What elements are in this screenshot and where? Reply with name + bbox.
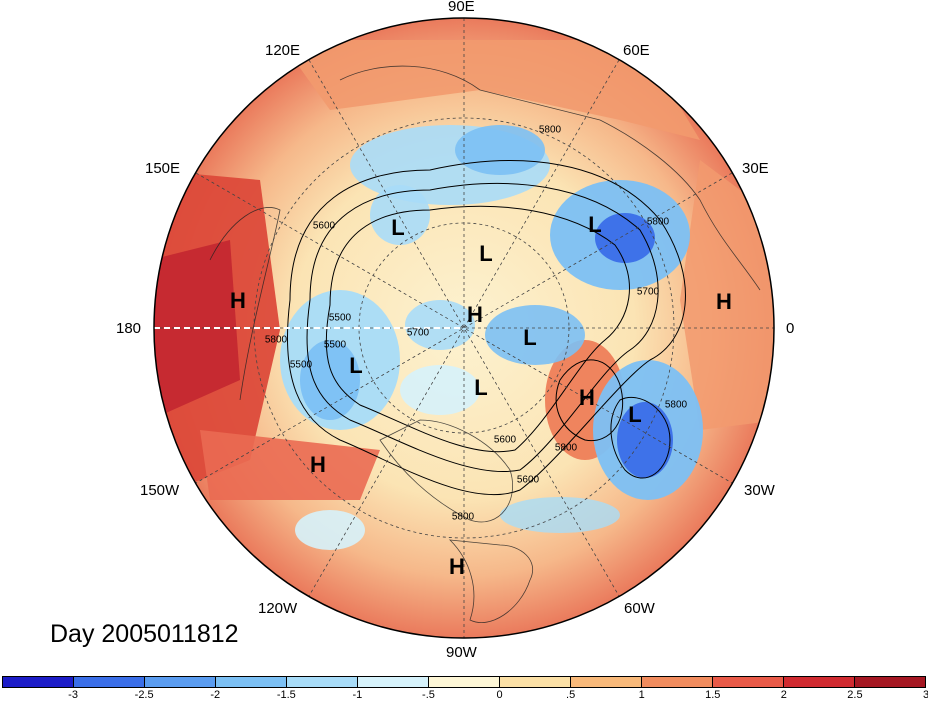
contour-label: 5600 [493, 434, 517, 446]
colorbar-swatch [287, 677, 358, 687]
contour-label: 5700 [636, 286, 660, 298]
contour-label: 5800 [451, 511, 475, 523]
lon-label-150w: 150W [140, 482, 180, 499]
colorbar-swatch [3, 677, 74, 687]
contour-label: 5600 [312, 220, 336, 232]
colorbar-tick-label: 2.5 [847, 689, 863, 701]
lon-label-90e: 90E [448, 0, 475, 15]
coastlines [209, 65, 761, 623]
colorbar-tick-label: -1.5 [276, 689, 296, 701]
contour-label: 5500 [289, 359, 313, 371]
contour-label: 5800 [554, 442, 578, 454]
contour-label: 5700 [406, 327, 430, 339]
lon-label-60e: 60E [623, 42, 650, 59]
colorbar-tick-label: -2 [210, 689, 221, 701]
colorbar-tick-label: -.5 [422, 689, 435, 701]
colorbar-swatch [74, 677, 145, 687]
lon-label-30e: 30E [742, 160, 769, 177]
contour-label: 5800 [538, 124, 562, 136]
lon-label-150e: 150E [145, 160, 181, 177]
pressure-center-low: L [479, 241, 493, 266]
colorbar-swatch [429, 677, 500, 687]
colorbar-swatch [145, 677, 216, 687]
pressure-center-high: H [716, 289, 732, 314]
colorbar-swatch [571, 677, 642, 687]
colorbar-tick-label: 1 [638, 689, 645, 701]
contour-label: 5800 [646, 216, 670, 228]
pressure-center-high: H [449, 554, 465, 579]
colorbar-tick-label: 2 [780, 689, 787, 701]
colorbar-tick-label: 3 [922, 689, 928, 701]
pressure-center-high: H [467, 302, 483, 327]
anomaly-field [154, 18, 774, 638]
colorbar-tick-label: -1 [352, 689, 363, 701]
colorbar-tick-label: 1.5 [705, 689, 721, 701]
pressure-center-low: L [588, 212, 602, 237]
contour-label: 5800 [264, 334, 288, 346]
contour-label: 5500 [328, 312, 352, 324]
colorbar-tick-label: .5 [566, 689, 576, 701]
pressure-center-high: H [579, 385, 595, 410]
day-label: Day 2005011812 [50, 620, 239, 648]
colorbar-swatch [784, 677, 855, 687]
pressure-center-low: L [474, 375, 488, 400]
colorbar-tick-label: 0 [496, 689, 503, 701]
pressure-center-low: L [349, 353, 363, 378]
lon-label-0: 0 [786, 320, 795, 337]
colorbar-swatch [500, 677, 571, 687]
colorbar-swatch [642, 677, 713, 687]
lon-label-90w: 90W [446, 644, 477, 661]
colorbar-swatch [713, 677, 784, 687]
lon-label-30w: 30W [744, 482, 775, 499]
contour-label: 5600 [516, 474, 540, 486]
lon-label-120e: 120E [265, 42, 301, 59]
colorbar-tick-label: -3 [68, 689, 78, 701]
pressure-center-low: L [523, 325, 537, 350]
pressure-center-low: L [628, 402, 642, 427]
contour-label: 5800 [664, 399, 688, 411]
colorbar [2, 676, 926, 688]
contour-label: 5500 [323, 339, 347, 351]
pressure-center-high: H [230, 288, 246, 313]
colorbar-swatch [216, 677, 287, 687]
lon-label-60w: 60W [624, 600, 655, 617]
map-border [153, 17, 775, 639]
colorbar-swatch [358, 677, 429, 687]
lon-label-120w: 120W [258, 600, 298, 617]
height-contours [287, 160, 686, 496]
pressure-center-low: L [391, 215, 405, 240]
colorbar-tick-label: -2.5 [134, 689, 154, 701]
colorbar-swatch [855, 677, 925, 687]
pressure-center-high: H [310, 452, 326, 477]
lon-label-180: 180 [116, 320, 142, 337]
